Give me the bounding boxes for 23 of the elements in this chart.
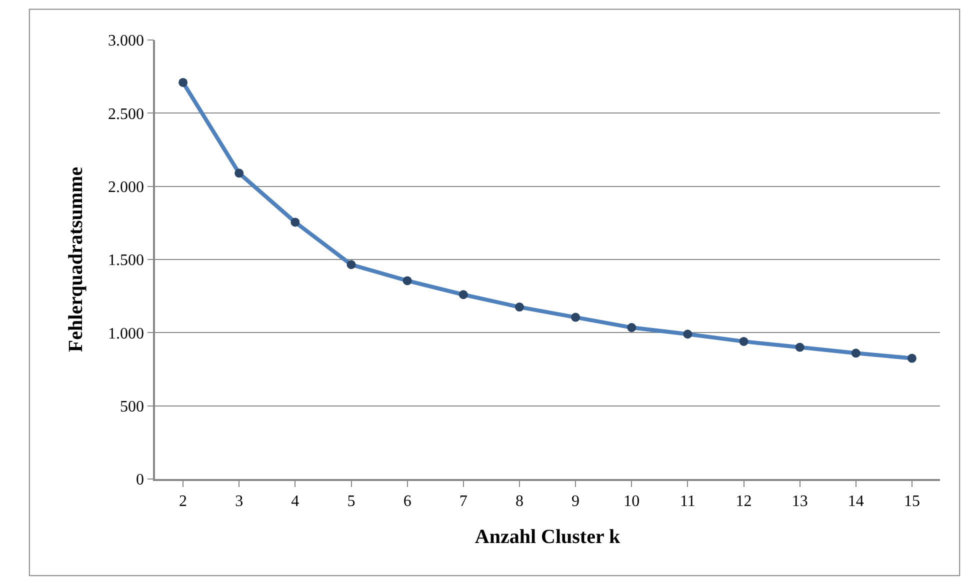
x-tick-label: 11 bbox=[680, 492, 696, 510]
y-axis-title: Fehlerquadratsumme bbox=[65, 166, 88, 352]
y-tick-label: 500 bbox=[120, 398, 144, 416]
x-tick-label: 4 bbox=[291, 492, 300, 510]
y-tick-label: 2.500 bbox=[108, 106, 144, 123]
y-tick-label: 1.000 bbox=[108, 325, 144, 342]
x-tick-label: 9 bbox=[572, 492, 580, 510]
x-axis-title: Anzahl Cluster k bbox=[474, 526, 621, 548]
x-tick-label: 5 bbox=[347, 492, 356, 510]
y-tick-label: 2.000 bbox=[108, 178, 144, 196]
x-tick-label: 10 bbox=[624, 492, 640, 510]
x-tick-label: 3 bbox=[235, 492, 244, 510]
y-tick-label: 3.000 bbox=[108, 32, 144, 50]
x-tick-label: 8 bbox=[515, 492, 524, 510]
x-tick-label: 12 bbox=[736, 492, 752, 510]
y-tick-label: 1.500 bbox=[108, 252, 144, 270]
x-tick-label: 13 bbox=[792, 492, 808, 510]
x-tick-label: 7 bbox=[459, 492, 468, 510]
x-tick-label: 14 bbox=[848, 492, 864, 510]
x-tick-label: 15 bbox=[904, 492, 920, 510]
x-tick-label: 6 bbox=[403, 492, 412, 510]
y-tick-label: 0 bbox=[136, 472, 144, 489]
x-tick-label: 2 bbox=[179, 492, 188, 510]
